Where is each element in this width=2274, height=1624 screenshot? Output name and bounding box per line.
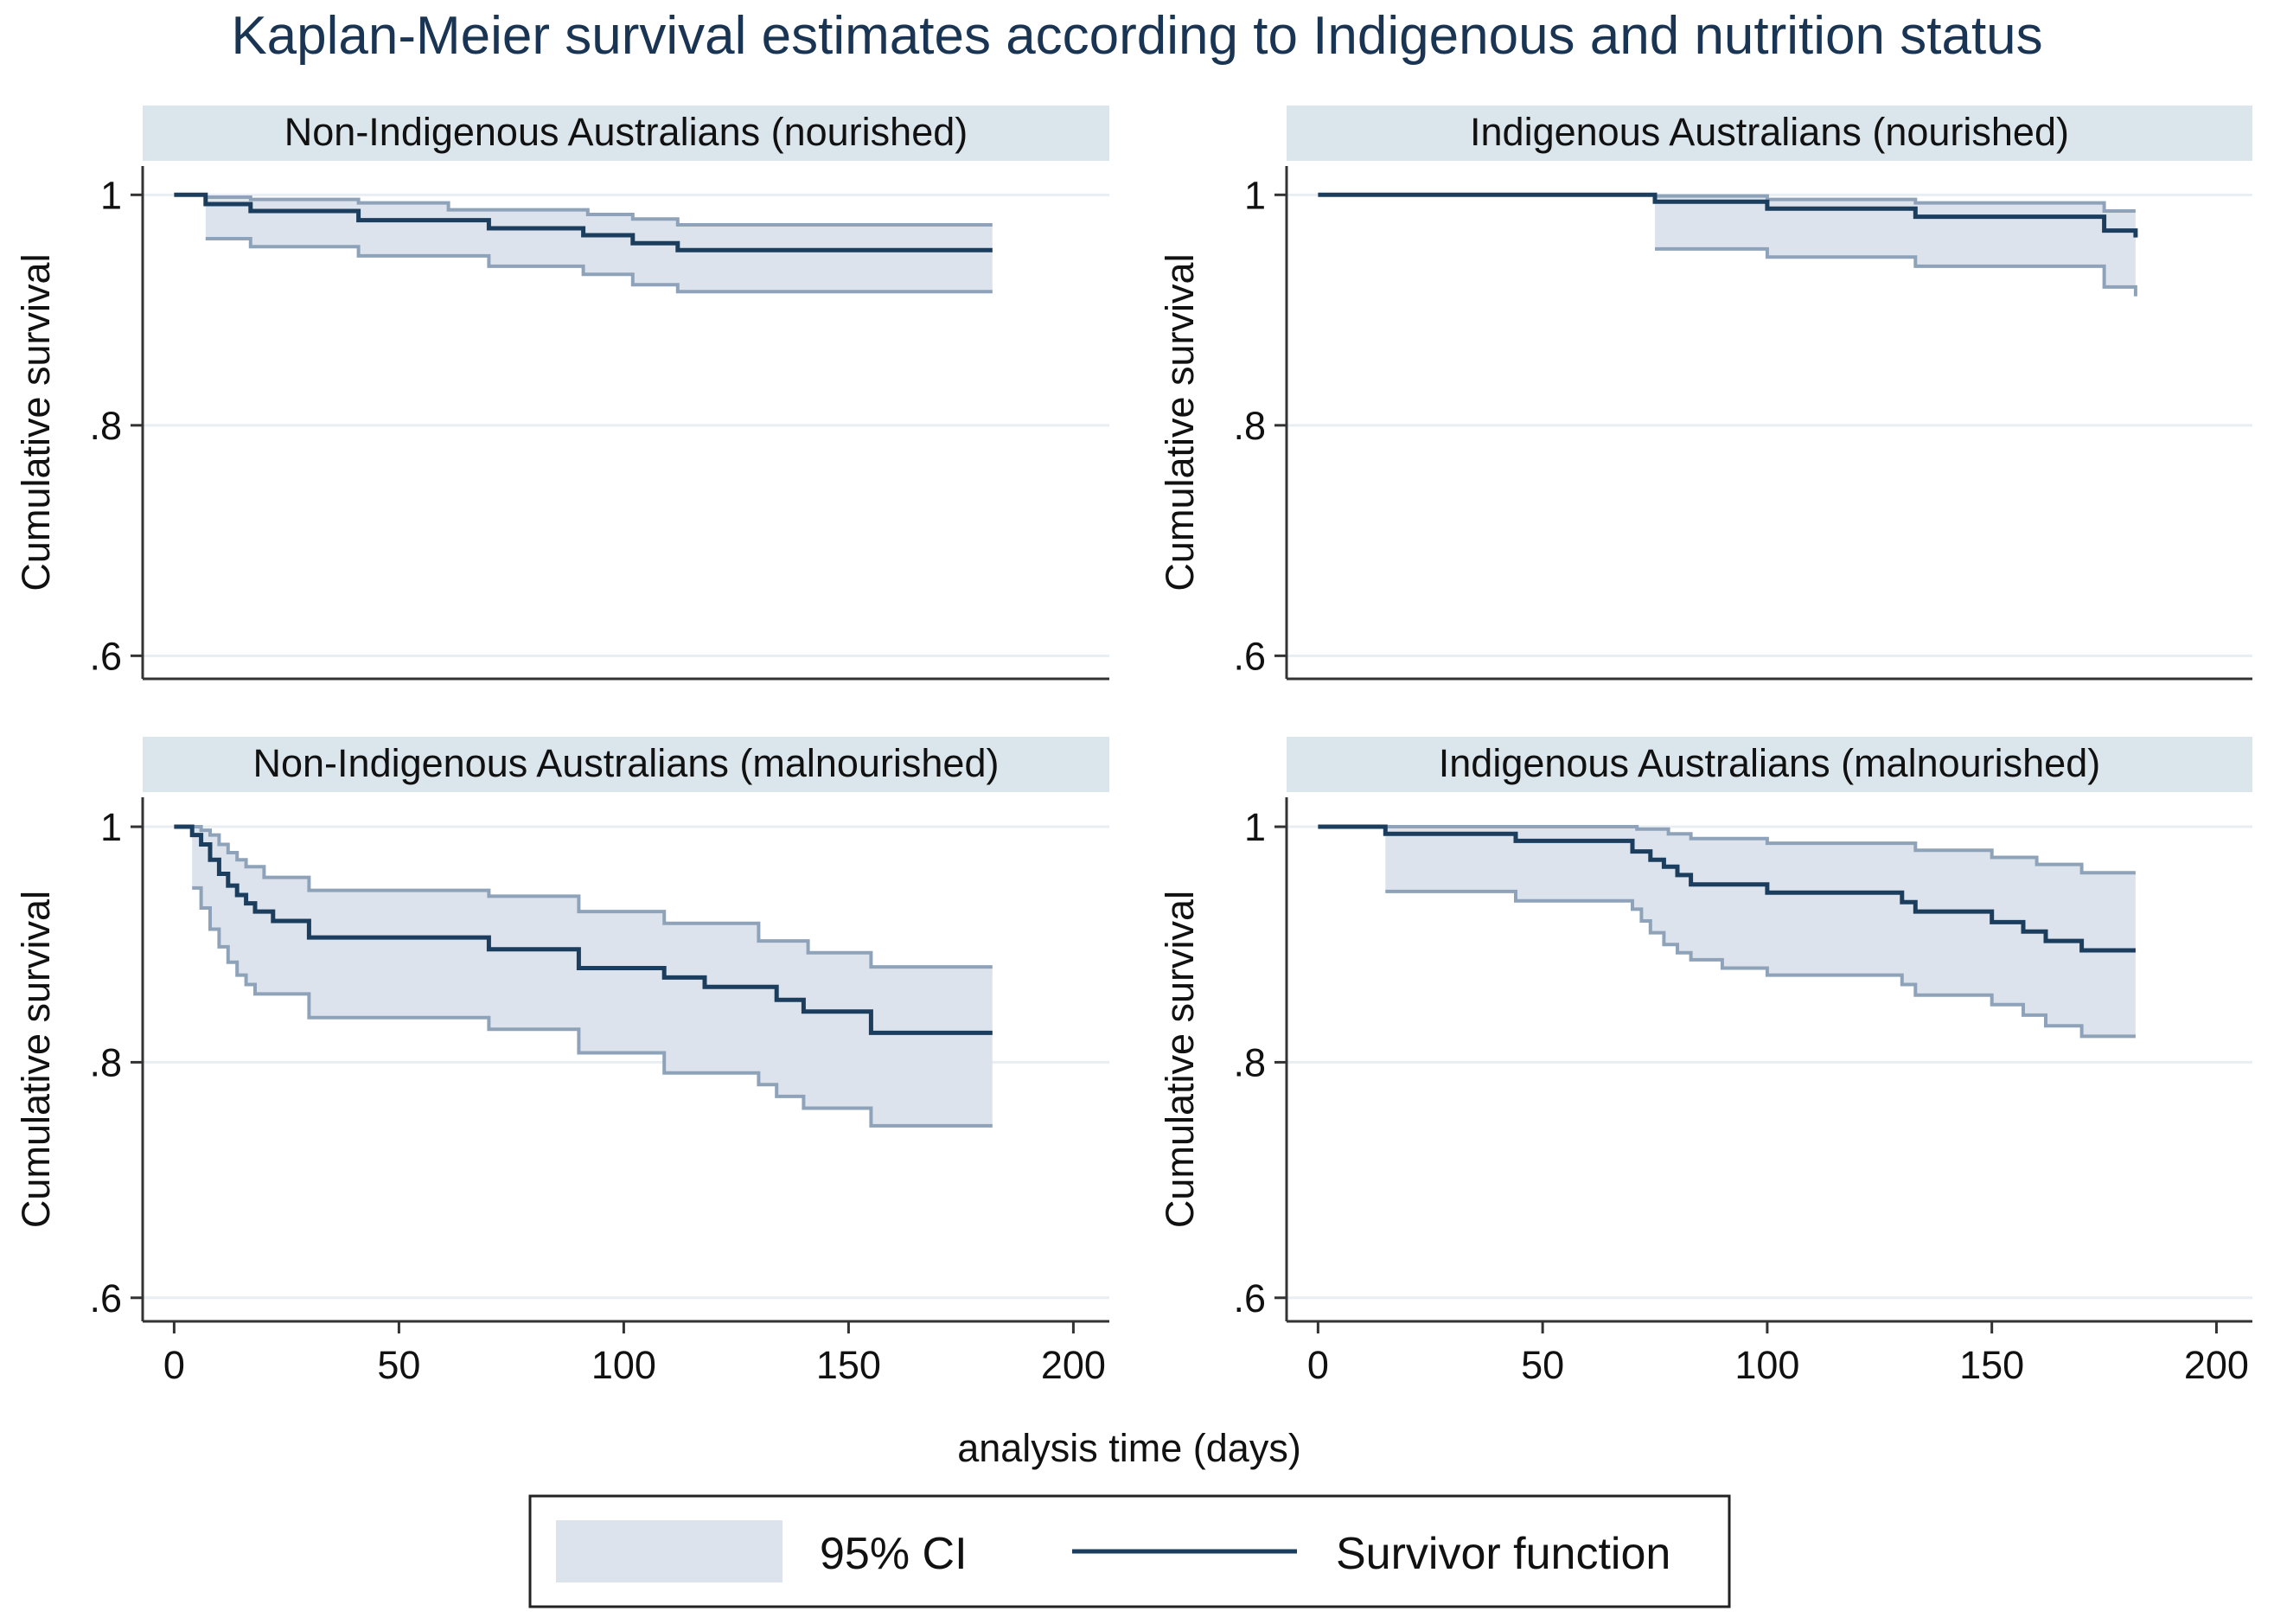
ci-lower-line [205,237,993,294]
legend-survivor-label: Survivor function [1336,1529,1670,1579]
panel-strip [143,105,1109,161]
panel-3: Non-Indigenous Australians (malnourished… [14,737,1109,1387]
y-tick-label: 1 [1244,805,1266,849]
survivor-function-line [1318,824,2136,953]
panel-subtitle: Indigenous Australians (malnourished) [1439,741,2100,785]
panel-1: Non-Indigenous Australians (nourished) .6… [14,105,1109,681]
y-axis-title: Cumulative survival [14,253,58,591]
x-tick-label: 100 [591,1343,656,1387]
y-tick-label: .8 [89,404,122,448]
y-axis-title: Cumulative survival [1158,891,1202,1228]
y-tick-label: .8 [1233,1040,1266,1084]
panel-subtitle: Non-Indigenous Australians (malnourished… [253,741,1000,785]
x-tick-label: 150 [1959,1343,2024,1387]
y-tick-label: .8 [1233,404,1266,448]
panel-subtitle: Indigenous Australians (nourished) [1470,110,2069,154]
panel-strip [1287,737,2252,792]
y-axis-title: Cumulative survival [1158,253,1202,591]
y-tick-label: .8 [89,1040,122,1084]
panels-container: Non-Indigenous Australians (nourished) .6… [14,105,2252,1387]
y-tick-label: .6 [89,634,122,678]
panel-strip [1287,105,2252,161]
panel-4: Indigenous Australians (malnourished) .6.… [1158,737,2252,1387]
legend: 95% CI Survivor function [528,1494,1731,1608]
ci-band [1318,195,2136,297]
y-tick-label: .6 [1233,1276,1266,1320]
legend-ci-label: 95% CI [820,1529,968,1579]
y-axis-title: Cumulative survival [14,891,58,1228]
survivor-function-line [1318,192,2138,238]
x-tick-label: 200 [2184,1343,2249,1387]
ci-band [1318,827,2136,1037]
panel-strip [143,737,1109,792]
panel-subtitle: Non-Indigenous Australians (nourished) [284,110,968,154]
y-tick-label: 1 [1244,173,1266,217]
x-tick-label: 50 [1521,1343,1564,1387]
x-tick-label: 100 [1734,1343,1799,1387]
x-tick-label: 50 [377,1343,420,1387]
ci-upper-line [174,825,993,969]
survivor-function-line [174,192,993,253]
panel-2: Indigenous Australians (nourished) .6 .8 1C… [1158,105,2252,681]
x-tick-label: 0 [163,1343,185,1387]
ci-lower-line [192,886,993,1128]
survivor-function-line [174,824,993,1035]
y-tick-label: .6 [1233,634,1266,678]
y-tick-label: .6 [89,1276,122,1320]
ci-lower-line [1385,889,2136,1039]
x-tick-label: 200 [1041,1343,1106,1387]
x-axis-title: analysis time (days) [957,1426,1301,1470]
figure-title: Kaplan-Meier survival estimates accordin… [231,6,2042,66]
ci-upper-line [174,193,993,227]
x-tick-label: 150 [816,1343,881,1387]
y-tick-label: 1 [100,173,122,217]
ci-upper-line [1318,825,2136,875]
ci-lower-line [1655,246,2137,297]
ci-band [174,827,993,1126]
legend-ci-swatch [556,1520,782,1582]
y-tick-label: 1 [100,805,122,849]
x-tick-label: 0 [1307,1343,1329,1387]
